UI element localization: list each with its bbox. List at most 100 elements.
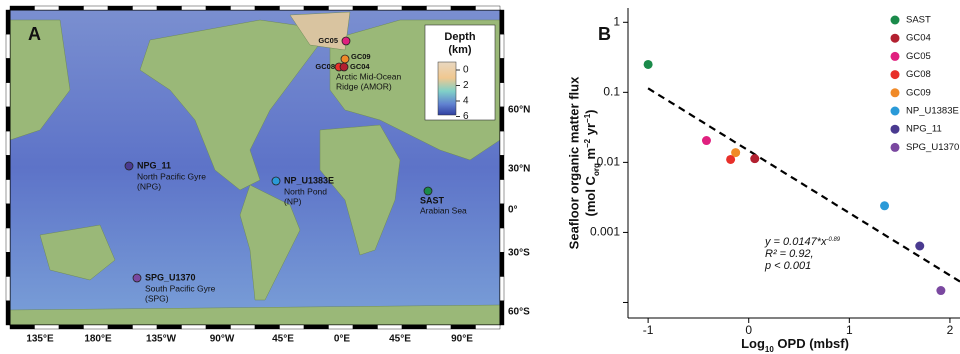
border-tick: [157, 6, 182, 10]
border-tick: [6, 131, 10, 155]
longitude-label: 90°E: [451, 334, 473, 345]
site-marker: [133, 274, 141, 282]
depth-tick-label: 2: [463, 80, 469, 91]
y-axis-label: Seafloor organic matter flux: [566, 76, 581, 249]
border-tick: [6, 83, 10, 107]
border-tick: [6, 34, 10, 58]
depth-legend-title: Depth: [444, 31, 475, 43]
site-name: GC09: [351, 52, 371, 61]
site-name: SAST: [420, 195, 445, 205]
border-tick: [6, 155, 10, 179]
label-part: (mol C: [583, 175, 598, 216]
depth-tick-label: 6: [463, 111, 469, 122]
x-axis-label: Log10 OPD (mbsf): [741, 336, 849, 353]
border-tick: [255, 325, 280, 329]
border-tick: [6, 107, 10, 131]
border-tick: [108, 325, 133, 329]
border-tick: [206, 325, 231, 329]
legend-marker: [891, 70, 900, 79]
border-tick: [500, 10, 504, 34]
latitude-label: 60°N: [508, 105, 530, 116]
figure: A Depth (km) 135°E180°E135°W90°W45°E0°E4…: [0, 0, 960, 354]
border-tick: [84, 6, 109, 10]
border-tick: [500, 301, 504, 325]
border-tick: [133, 6, 158, 10]
legend-label: GC08: [906, 69, 931, 80]
legend-label: SPG_U1370: [906, 142, 959, 153]
site-marker: [272, 177, 280, 185]
border-tick: [500, 252, 504, 276]
border-tick: [6, 204, 10, 228]
point: [750, 154, 759, 163]
y-tick-label: 0.1: [603, 85, 620, 99]
border-tick: [500, 155, 504, 179]
site-name: GC04: [350, 62, 370, 71]
border-tick: [6, 180, 10, 204]
legend-marker: [891, 52, 900, 61]
legend-marker: [891, 16, 900, 25]
latitude-label: 0°: [508, 205, 518, 216]
border-tick: [6, 10, 10, 34]
site-description: (SPG): [145, 293, 169, 303]
border-tick: [35, 6, 60, 10]
border-tick: [500, 277, 504, 301]
legend-label: GC05: [906, 51, 931, 62]
site-description: North Pond: [284, 186, 327, 196]
border-tick: [304, 325, 329, 329]
border-tick: [500, 228, 504, 252]
longitude-label: 90°W: [210, 334, 235, 345]
border-tick: [280, 325, 305, 329]
depth-tick-label: 0: [463, 65, 469, 76]
border-tick: [451, 6, 476, 10]
point: [731, 148, 740, 157]
border-tick: [500, 34, 504, 58]
longitude-label: 180°E: [84, 334, 112, 345]
point: [915, 241, 924, 250]
border-tick: [255, 6, 280, 10]
border-tick: [6, 277, 10, 301]
site-name: GC08: [315, 62, 335, 71]
panel-label: B: [598, 24, 611, 44]
border-tick: [500, 107, 504, 131]
site-description: (NPG): [137, 181, 161, 191]
border-tick: [500, 204, 504, 228]
latitude-label: 30°N: [508, 164, 530, 175]
latitude-label: 60°S: [508, 307, 530, 318]
border-tick: [500, 58, 504, 82]
latitude-label: 30°S: [508, 248, 530, 259]
border-tick: [182, 6, 207, 10]
site-name: NPG_11: [137, 160, 171, 170]
border-tick: [6, 58, 10, 82]
point: [702, 136, 711, 145]
border-tick: [402, 6, 427, 10]
site-marker: [424, 187, 432, 195]
longitude-label: 135°E: [26, 334, 54, 345]
legend-marker: [891, 88, 900, 97]
site-marker: [341, 55, 349, 63]
fit-p: p < 0.001: [764, 260, 811, 272]
longitude-label: 45°E: [272, 334, 294, 345]
border-tick: [6, 228, 10, 252]
legend-label: GC09: [906, 87, 931, 98]
label-part: Log: [741, 336, 765, 351]
longitude-label: 135°W: [146, 334, 177, 345]
border-tick: [10, 6, 35, 10]
border-tick: [500, 131, 504, 155]
border-tick: [84, 325, 109, 329]
site-description: South Pacific Gyre: [145, 283, 216, 293]
border-tick: [329, 6, 354, 10]
fit-r2: R² = 0.92,: [765, 248, 814, 260]
border-tick: [451, 325, 476, 329]
border-tick: [304, 6, 329, 10]
legend-marker: [891, 125, 900, 134]
site-marker: [340, 63, 348, 71]
border-tick: [476, 6, 501, 10]
border-tick: [35, 325, 60, 329]
border-tick: [6, 301, 10, 325]
border-tick: [427, 6, 452, 10]
border-tick: [378, 325, 403, 329]
scatter-panel: B Seafloor organic matter flux (mol Corg…: [566, 8, 960, 354]
site-name: SPG_U1370: [145, 272, 196, 282]
y-tick-label: 0.001: [590, 225, 620, 239]
